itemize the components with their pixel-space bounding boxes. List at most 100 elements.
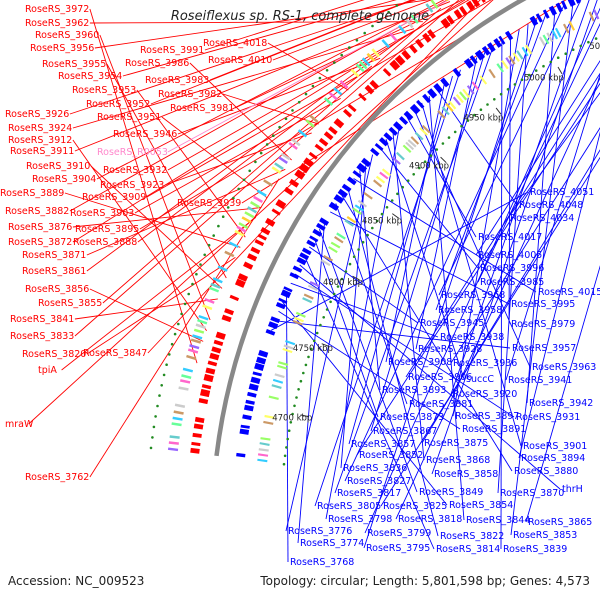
- reverse-gene-mark: [346, 176, 357, 186]
- forward-gene-label: RoseRS_3861: [22, 266, 86, 277]
- gc-dot: [473, 113, 476, 117]
- tick-label: 4900 kbp: [409, 162, 449, 172]
- cog-stripe: [554, 27, 562, 38]
- cog-stripe: [323, 254, 334, 262]
- forward-leader-line: [167, 0, 470, 171]
- gc-dot: [242, 178, 246, 182]
- forward-gene-label: tpiA: [38, 365, 57, 376]
- gc-dot: [265, 143, 269, 146]
- forward-gene-mark: [369, 79, 380, 90]
- gc-dot: [361, 240, 365, 244]
- gc-dot: [325, 69, 329, 72]
- reverse-gene-mark: [280, 289, 292, 299]
- cog-stripe: [330, 241, 341, 249]
- cog-stripe: [397, 24, 407, 35]
- reverse-gene-mark: [278, 297, 288, 304]
- forward-gene-mark: [401, 49, 412, 60]
- forward-gene-label: RoseRS_3953: [72, 85, 136, 96]
- reverse-gene-label: RoseRS_3931: [516, 412, 580, 423]
- reverse-gene-label: RoseRS_3818: [398, 514, 462, 525]
- tick-mark: [440, 156, 447, 164]
- forward-gene-mark: [422, 32, 432, 43]
- gc-dot: [282, 462, 286, 466]
- cog-stripe: [182, 367, 194, 373]
- gc-dot: [385, 206, 389, 209]
- cog-stripe: [274, 373, 285, 379]
- reverse-leader-line: [356, 82, 600, 456]
- reverse-gene-label: RoseRS_3945: [420, 318, 484, 329]
- gc-dot: [412, 173, 416, 176]
- cog-stripe: [295, 311, 306, 318]
- cog-stripe: [297, 129, 308, 138]
- forward-gene-mark: [358, 92, 367, 102]
- gc-dot: [299, 379, 303, 383]
- reverse-gene-label: RoseRS_3901: [523, 441, 587, 452]
- forward-gene-label: RoseRS_3820: [22, 349, 86, 360]
- reverse-gene-label: RoseRS_3836: [343, 463, 407, 474]
- cog-stripe: [309, 281, 320, 288]
- gc-dot: [293, 404, 296, 408]
- forward-leader-line: [61, 216, 257, 371]
- reverse-gene-mark: [328, 201, 340, 212]
- forward-gene-label: RoseRS_3955: [42, 59, 106, 70]
- reverse-gene-mark: [292, 265, 303, 273]
- cog-stripe: [358, 60, 368, 70]
- reverse-gene-mark: [535, 13, 543, 23]
- cog-stripe: [241, 216, 252, 224]
- forward-gene-mark: [198, 397, 209, 405]
- reverse-gene-mark: [388, 126, 398, 136]
- cog-stripe: [285, 339, 296, 346]
- forward-gene-mark: [318, 137, 329, 147]
- cog-stripe: [546, 32, 554, 43]
- gc-dot: [207, 243, 211, 247]
- forward-leader-line: [72, 207, 262, 228]
- gc-dot: [248, 169, 251, 173]
- forward-gene-mark: [254, 239, 265, 247]
- cog-stripe: [334, 236, 344, 244]
- forward-gene-mark: [394, 54, 406, 66]
- reverse-gene-mark: [399, 116, 409, 126]
- reverse-leader-line: [359, 170, 381, 391]
- cog-stripe: [210, 282, 221, 289]
- reverse-gene-mark: [341, 183, 352, 193]
- gc-dot: [195, 272, 198, 276]
- cog-stripe: [542, 34, 550, 45]
- reverse-gene-label: RoseRS_3873: [380, 412, 444, 423]
- cog-stripe: [187, 348, 199, 354]
- reverse-gene-label: RoseRS_3844: [466, 515, 530, 526]
- reverse-gene-label: RoseRS_3822: [440, 531, 504, 542]
- reverse-gene-label: RoseRS_3968: [441, 290, 505, 301]
- cog-stripe: [524, 44, 533, 55]
- gc-dot: [549, 60, 553, 64]
- reverse-leader-line: [510, 0, 574, 536]
- forward-gene-label: RoseRS_3856: [25, 284, 89, 295]
- reverse-leader-line: [415, 57, 478, 350]
- gc-dot: [284, 117, 288, 121]
- gc-dot: [304, 363, 308, 367]
- cog-stripe: [410, 136, 420, 145]
- cog-stripe: [208, 286, 220, 293]
- reverse-gene-mark: [296, 256, 307, 266]
- forward-gene-mark: [215, 331, 226, 340]
- reverse-gene-mark: [374, 143, 384, 151]
- cog-stripe: [178, 386, 189, 391]
- reverse-leader-line: [385, 82, 446, 363]
- cog-stripe: [471, 81, 480, 91]
- cog-stripe: [195, 323, 206, 329]
- forward-gene-label: RoseRS_3954: [58, 71, 122, 82]
- cog-stripe: [501, 59, 509, 70]
- forward-gene-mark: [243, 261, 254, 270]
- forward-gene-label: RoseRS_3910: [26, 161, 90, 172]
- reverse-leader-line: [297, 220, 326, 544]
- reverse-leader-line: [282, 301, 448, 506]
- reverse-leader-line: [395, 76, 600, 520]
- forward-gene-mark: [465, 0, 476, 11]
- forward-leader-line: [86, 168, 286, 256]
- reverse-gene-label: RoseRS_3936: [453, 358, 517, 369]
- reverse-leader-line: [325, 124, 401, 520]
- cog-stripe: [278, 361, 289, 366]
- forward-leader-line: [150, 0, 414, 105]
- cog-stripe: [445, 102, 454, 112]
- cog-stripe: [204, 297, 215, 304]
- gc-dot: [259, 151, 263, 155]
